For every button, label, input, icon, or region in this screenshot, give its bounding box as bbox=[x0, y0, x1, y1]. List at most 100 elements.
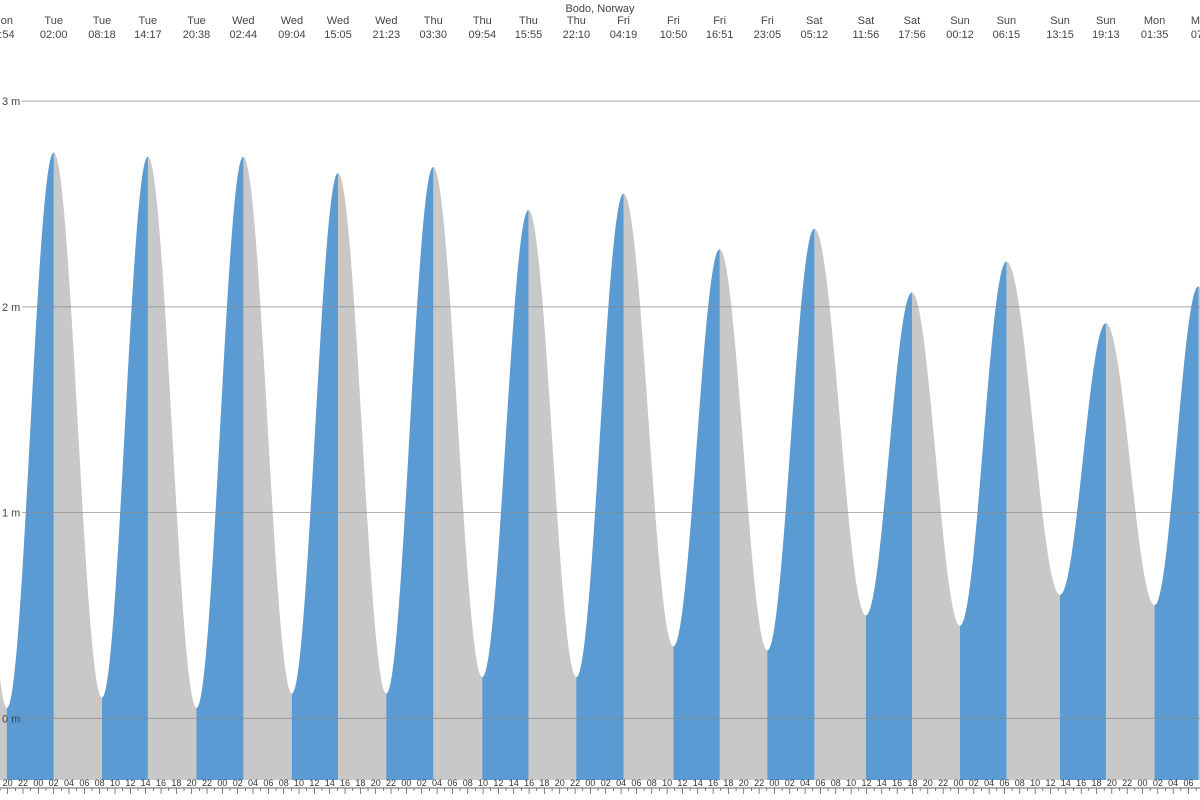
top-label-time: 07: bbox=[1191, 29, 1200, 41]
x-tick-label: 20 bbox=[371, 778, 381, 788]
x-tick-label: 16 bbox=[156, 778, 166, 788]
top-label-dow: Fri bbox=[713, 15, 726, 27]
x-tick-label: 08 bbox=[647, 778, 657, 788]
top-label-dow: Thu bbox=[519, 15, 538, 27]
y-tick-label: 1 m bbox=[2, 508, 20, 520]
x-tick-label: 10 bbox=[478, 778, 488, 788]
top-label-time: 02:00 bbox=[40, 29, 68, 41]
top-label-time: 16:51 bbox=[706, 29, 734, 41]
top-label-time: 21:23 bbox=[373, 29, 401, 41]
x-tick-label: 06 bbox=[447, 778, 457, 788]
x-tick-label: 06 bbox=[999, 778, 1009, 788]
x-tick-label: 06 bbox=[79, 778, 89, 788]
top-label-time: 20:38 bbox=[183, 29, 211, 41]
x-tick-label: 10 bbox=[1030, 778, 1040, 788]
top-label-time: 22:10 bbox=[563, 29, 591, 41]
top-label-time: 15:55 bbox=[515, 29, 543, 41]
x-tick-label: 14 bbox=[141, 778, 151, 788]
x-tick-label: 20 bbox=[1107, 778, 1117, 788]
x-tick-label: 20 bbox=[3, 778, 13, 788]
x-tick-label: 08 bbox=[1015, 778, 1025, 788]
x-tick-label: 22 bbox=[938, 778, 948, 788]
top-label-time: 08:18 bbox=[88, 29, 116, 41]
top-label-dow: Thu bbox=[473, 15, 492, 27]
top-label-dow: on bbox=[1, 15, 13, 27]
top-label-time: 02:44 bbox=[230, 29, 258, 41]
x-tick-label: 06 bbox=[631, 778, 641, 788]
x-tick-label: 18 bbox=[723, 778, 733, 788]
x-tick-label: 20 bbox=[739, 778, 749, 788]
x-tick-label: 16 bbox=[708, 778, 718, 788]
x-tick-label: 12 bbox=[861, 778, 871, 788]
x-tick-label: 02 bbox=[1153, 778, 1163, 788]
x-tick-label: 00 bbox=[769, 778, 779, 788]
x-tick-label: 04 bbox=[984, 778, 994, 788]
x-tick-label: 20 bbox=[555, 778, 565, 788]
x-tick-label: 18 bbox=[1091, 778, 1101, 788]
x-tick-label: 12 bbox=[309, 778, 319, 788]
x-tick-label: 00 bbox=[401, 778, 411, 788]
top-label-time: 00:12 bbox=[946, 29, 974, 41]
x-tick-label: 08 bbox=[95, 778, 105, 788]
x-tick-label: 12 bbox=[493, 778, 503, 788]
top-label-time: 09:04 bbox=[278, 29, 306, 41]
top-label-dow: Thu bbox=[567, 15, 586, 27]
x-tick-label: 02 bbox=[49, 778, 59, 788]
top-label-dow: Sat bbox=[858, 15, 875, 27]
x-tick-label: 00 bbox=[217, 778, 227, 788]
x-tick-label: 10 bbox=[662, 778, 672, 788]
x-tick-label: 16 bbox=[524, 778, 534, 788]
chart-title: Bodo, Norway bbox=[565, 3, 635, 15]
x-tick-label: 08 bbox=[279, 778, 289, 788]
top-label-dow: Wed bbox=[327, 15, 349, 27]
y-tick-label: 3 m bbox=[2, 96, 20, 108]
x-tick-label: 14 bbox=[325, 778, 335, 788]
x-tick-label: 18 bbox=[355, 778, 365, 788]
top-label-time: 01:35 bbox=[1141, 29, 1169, 41]
top-label-dow: Thu bbox=[424, 15, 443, 27]
x-tick-label: 10 bbox=[110, 778, 120, 788]
top-label-dow: Sun bbox=[1096, 15, 1116, 27]
top-label-time: 17:56 bbox=[898, 29, 926, 41]
x-tick-label: 22 bbox=[570, 778, 580, 788]
top-label-time: 19:13 bbox=[1092, 29, 1120, 41]
top-label-time: 13:15 bbox=[1046, 29, 1074, 41]
top-label-dow: Tue bbox=[187, 15, 206, 27]
top-label-dow: Fri bbox=[667, 15, 680, 27]
x-tick-label: 18 bbox=[539, 778, 549, 788]
x-tick-label: 14 bbox=[877, 778, 887, 788]
x-tick-label: 16 bbox=[892, 778, 902, 788]
tide-chart-svg: 0 m1 m2 m3 mBodo, Norwayon:54Tue02:00Tue… bbox=[0, 0, 1200, 800]
x-tick-label: 10 bbox=[846, 778, 856, 788]
x-tick-label: 04 bbox=[432, 778, 442, 788]
x-tick-label: 02 bbox=[785, 778, 795, 788]
top-label-dow: Mon bbox=[1144, 15, 1165, 27]
x-tick-label: 04 bbox=[248, 778, 258, 788]
x-tick-label: 06 bbox=[815, 778, 825, 788]
x-tick-label: 14 bbox=[509, 778, 519, 788]
x-tick-label: 16 bbox=[340, 778, 350, 788]
top-label-dow: Fri bbox=[617, 15, 630, 27]
x-tick-label: 22 bbox=[386, 778, 396, 788]
x-tick-label: 06 bbox=[263, 778, 273, 788]
top-label-dow: Fri bbox=[761, 15, 774, 27]
x-tick-label: 02 bbox=[969, 778, 979, 788]
top-label-time: 23:05 bbox=[754, 29, 782, 41]
top-label-time: :54 bbox=[0, 29, 15, 41]
x-tick-label: 00 bbox=[953, 778, 963, 788]
top-label-dow: Tue bbox=[93, 15, 112, 27]
x-tick-label: 00 bbox=[1137, 778, 1147, 788]
y-tick-label: 0 m bbox=[2, 713, 20, 725]
x-tick-label: 22 bbox=[1122, 778, 1132, 788]
x-tick-label: 18 bbox=[171, 778, 181, 788]
top-label-time: 03:30 bbox=[419, 29, 447, 41]
x-tick-label: 02 bbox=[417, 778, 427, 788]
x-tick-label: 08 bbox=[831, 778, 841, 788]
top-label-time: 04:19 bbox=[610, 29, 638, 41]
top-label-time: 09:54 bbox=[469, 29, 497, 41]
x-tick-label: 12 bbox=[125, 778, 135, 788]
top-label-time: 06:15 bbox=[993, 29, 1021, 41]
tide-chart: 0 m1 m2 m3 mBodo, Norwayon:54Tue02:00Tue… bbox=[0, 0, 1200, 800]
x-tick-label: 16 bbox=[1076, 778, 1086, 788]
top-label-dow: Wed bbox=[232, 15, 254, 27]
